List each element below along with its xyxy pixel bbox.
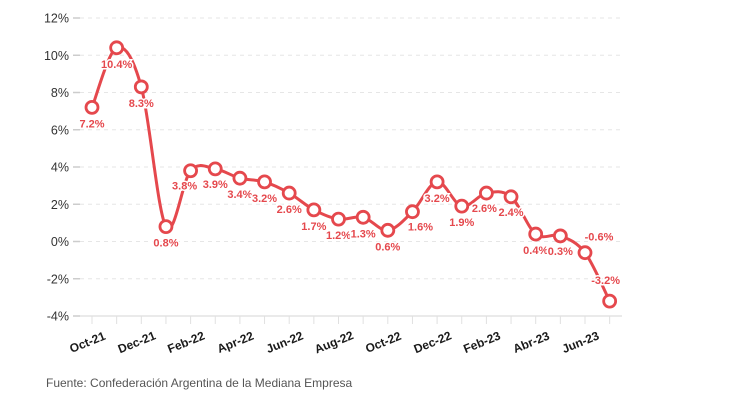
gridlines — [80, 17, 622, 317]
data-point — [133, 79, 149, 95]
data-label: 1.3% — [351, 228, 376, 240]
data-point — [84, 100, 100, 115]
x-tick-label: Feb-23 — [461, 328, 502, 356]
x-tick-label: Oct-21 — [68, 329, 108, 356]
x-tick-label: Dec-22 — [412, 328, 454, 356]
data-label: -0.6% — [585, 232, 614, 244]
y-tick-label: 12% — [44, 12, 69, 26]
data-label: 3.8% — [172, 181, 197, 193]
data-point — [207, 161, 223, 177]
y-tick-label: -2% — [47, 272, 69, 286]
data-point — [158, 219, 174, 235]
data-label: 0.8% — [153, 238, 178, 250]
data-label: 2.6% — [277, 204, 302, 216]
y-tick-label: -4% — [47, 310, 69, 324]
data-point — [109, 40, 125, 56]
data-labels: 7.2%10.4%8.3%0.8%3.8% 3.9%3.4% 3.2%2.6%1.7… — [78, 57, 622, 288]
y-tick-label: 2% — [51, 198, 69, 212]
y-tick-label: 4% — [51, 161, 69, 175]
data-point — [257, 174, 272, 190]
x-tick-label: Aug-22 — [313, 328, 356, 356]
y-tick-label: 0% — [51, 235, 69, 249]
series-line — [90, 45, 612, 303]
y-tick-label: 10% — [44, 49, 69, 63]
x-tick-label: Feb-22 — [166, 328, 207, 356]
data-point — [577, 245, 593, 261]
source-note: Fuente: Confederación Argentina de la Me… — [46, 376, 353, 390]
data-point — [380, 222, 396, 238]
data-point — [454, 198, 470, 214]
data-label: 1.7% — [301, 221, 326, 233]
x-tick-label: Oct-22 — [363, 329, 403, 356]
x-tick-label: Abr-23 — [511, 329, 552, 356]
data-point — [552, 228, 568, 244]
data-label: 3.2% — [252, 193, 277, 205]
data-label: 2.4% — [499, 207, 524, 219]
data-label: 0.6% — [375, 241, 400, 253]
data-points — [84, 40, 618, 309]
data-label: 0.3% — [548, 246, 573, 258]
data-point — [232, 170, 248, 186]
data-label: 1.6% — [408, 222, 433, 234]
x-axis: Oct-21 Dec-21 Feb-22 Apr-22 Jun-22 Aug-22 Oct-… — [68, 316, 611, 356]
data-label: 1.9% — [449, 217, 474, 229]
x-tick-label: Apr-22 — [215, 329, 256, 356]
x-tick-label: Jun-22 — [264, 328, 305, 356]
y-tick-label: 6% — [51, 123, 69, 137]
data-point — [355, 209, 371, 225]
data-label: 7.2% — [79, 118, 104, 130]
y-tick-label: 8% — [51, 86, 69, 100]
data-label: 10.4% — [101, 59, 132, 71]
data-point — [478, 185, 494, 201]
data-point — [306, 202, 322, 218]
data-point — [183, 163, 199, 179]
data-label: 1.2% — [326, 230, 351, 242]
data-point — [528, 226, 544, 242]
data-label: 2.6% — [472, 203, 497, 215]
data-point — [281, 185, 297, 201]
x-tick-label: Jun-23 — [560, 328, 601, 356]
data-label: 3.4% — [227, 189, 252, 201]
data-label: -3.2% — [591, 275, 620, 287]
x-tick-label: Dec-21 — [116, 328, 158, 356]
data-label: 8.3% — [129, 98, 154, 110]
y-axis: 12% 10% 8% 6% 4% 2% 0% -2% -4% — [44, 12, 80, 324]
data-label: 3.2% — [425, 193, 450, 205]
data-point — [405, 204, 420, 220]
data-point — [503, 189, 519, 205]
data-label: 0.4% — [523, 245, 548, 257]
data-point — [602, 293, 618, 309]
data-point — [429, 174, 445, 190]
data-label: 3.9% — [203, 179, 228, 191]
data-point — [331, 211, 346, 227]
